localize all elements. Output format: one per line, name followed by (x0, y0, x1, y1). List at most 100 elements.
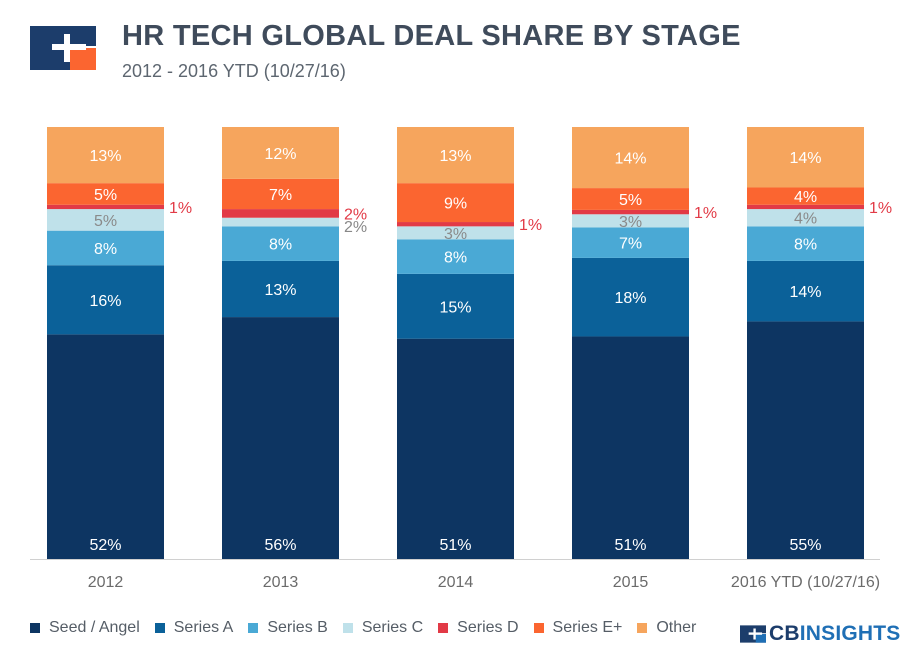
data-label-series-a-2015: 18% (614, 290, 646, 307)
bar-series-c-2016-ytd-10-27-16 (747, 209, 864, 227)
cb-insights-mark-icon (740, 625, 766, 643)
data-label-series-a-2012: 16% (89, 293, 121, 310)
bar-seed-angel-2012 (47, 334, 164, 559)
bar-series-b-2016-ytd-10-27-16 (747, 226, 864, 261)
data-label-seed-angel-2016-ytd-10-27-16: 55% (789, 537, 821, 554)
bar-series-d-2015 (572, 209, 689, 215)
bar-series-e-2016-ytd-10-27-16 (747, 187, 864, 205)
legend-label-series-a: Series A (173, 619, 234, 636)
bar-series-d-2016-ytd-10-27-16 (747, 204, 864, 210)
data-label-series-b-2014: 8% (444, 250, 467, 267)
data-label-seed-angel-2013: 56% (264, 537, 296, 554)
data-label-series-c-2016-ytd-10-27-16: 4% (794, 211, 817, 228)
legend-item-series-c: Series C (342, 619, 424, 637)
x-tick-label-2014: 2014 (438, 574, 474, 591)
bar-other-2016-ytd-10-27-16 (747, 127, 864, 188)
bar-other-2014 (397, 127, 514, 184)
legend-item-series-d: Series D (438, 619, 519, 637)
bar-seed-angel-2016-ytd-10-27-16 (747, 321, 864, 559)
legend-swatch-series-e (533, 623, 544, 633)
bar-series-e-2015 (572, 188, 689, 210)
bar-series-a-2016-ytd-10-27-16 (747, 260, 864, 322)
chart-legend: Seed / Angel Series A Series B Series C Seri… (30, 619, 711, 637)
data-label-series-e-2016-ytd-10-27-16: 4% (794, 189, 817, 206)
x-tick-label-2015: 2015 (613, 574, 649, 591)
legend-item-series-e: Series E+ (533, 619, 623, 637)
chart-title: HR TECH GLOBAL DEAL SHARE BY STAGE (122, 20, 741, 52)
bar-series-e-2012 (47, 183, 164, 205)
bar-series-a-2012 (47, 265, 164, 335)
bar-other-2015 (572, 127, 689, 189)
data-label-other-2016-ytd-10-27-16: 14% (789, 150, 821, 167)
data-label-other-2015: 14% (614, 151, 646, 168)
data-label-series-b-2012: 8% (94, 241, 117, 258)
bar-series-a-2013 (222, 260, 339, 318)
legend-swatch-series-a (154, 623, 165, 633)
bar-seed-angel-2014 (397, 338, 514, 559)
x-tick-label-2016-ytd-10-27-16: 2016 YTD (10/27/16) (731, 574, 880, 591)
bar-seed-angel-2015 (572, 336, 689, 559)
data-label-series-d-2014: 1% (519, 217, 542, 234)
data-label-seed-angel-2015: 51% (614, 537, 646, 554)
data-label-series-d-2013: 2% (344, 206, 367, 223)
data-label-other-2014: 13% (439, 148, 471, 165)
data-label-series-b-2013: 8% (269, 237, 292, 254)
data-label-series-a-2016-ytd-10-27-16: 14% (789, 284, 821, 301)
data-label-series-b-2015: 7% (619, 236, 642, 253)
legend-label-series-b: Series B (267, 619, 328, 636)
bar-series-a-2015 (572, 257, 689, 337)
bar-series-c-2015 (572, 214, 689, 228)
data-label-series-d-2016-ytd-10-27-16: 1% (869, 200, 892, 217)
bar-series-b-2014 (397, 239, 514, 274)
data-label-series-c-2014: 3% (444, 226, 467, 243)
bar-series-b-2012 (47, 230, 164, 266)
data-label-other-2012: 13% (89, 148, 121, 165)
legend-label-seed-angel: Seed / Angel (49, 619, 140, 636)
legend-swatch-series-d (438, 623, 449, 633)
data-label-series-a-2013: 13% (264, 282, 296, 299)
data-label-series-c-2015: 3% (619, 214, 642, 231)
bar-seed-angel-2013 (222, 317, 339, 559)
x-tick-label-2012: 2012 (88, 574, 124, 591)
legend-swatch-other (637, 623, 648, 633)
bar-series-c-2014 (397, 226, 514, 240)
bar-series-c-2013 (222, 217, 339, 227)
data-label-series-c-2013: 2% (344, 219, 367, 236)
bar-series-e-2013 (222, 178, 339, 210)
data-label-series-e-2015: 5% (619, 192, 642, 209)
bar-series-b-2015 (572, 227, 689, 258)
legend-item-other: Other (637, 619, 696, 637)
bar-series-e-2014 (397, 183, 514, 223)
data-label-series-e-2012: 5% (94, 187, 117, 204)
legend-label-other: Other (656, 619, 697, 636)
data-label-series-c-2012: 5% (94, 213, 117, 230)
brand-prefix: CB (769, 622, 800, 645)
data-label-series-a-2014: 15% (439, 299, 471, 316)
bar-series-d-2013 (222, 209, 339, 218)
legend-swatch-series-b (248, 623, 259, 633)
bar-series-c-2012 (47, 209, 164, 231)
legend-label-series-c: Series C (361, 619, 424, 636)
bar-series-d-2014 (397, 222, 514, 227)
legend-swatch-seed-angel (30, 623, 40, 633)
data-label-series-e-2013: 7% (269, 187, 292, 204)
cb-insights-brand: CBINSIGHTS (740, 622, 901, 646)
bar-other-2013 (222, 127, 339, 179)
legend-item-series-b: Series B (248, 619, 328, 637)
legend-item-seed-angel: Seed / Angel (30, 619, 140, 637)
bar-series-a-2014 (397, 273, 514, 339)
bar-series-b-2013 (222, 226, 339, 261)
data-label-series-d-2012: 1% (169, 200, 192, 217)
legend-label-series-d: Series D (457, 619, 519, 636)
bar-series-d-2012 (47, 204, 164, 210)
data-label-series-b-2016-ytd-10-27-16: 8% (794, 237, 817, 254)
bar-other-2012 (47, 127, 164, 184)
legend-label-series-e: Series E+ (552, 619, 623, 636)
chart-subtitle: 2012 - 2016 YTD (10/27/16) (122, 61, 346, 81)
legend-item-series-a: Series A (154, 619, 234, 637)
data-label-other-2013: 12% (264, 146, 296, 163)
data-label-seed-angel-2014: 51% (439, 537, 471, 554)
legend-swatch-series-c (342, 623, 353, 633)
brand-suffix: INSIGHTS (799, 622, 901, 645)
